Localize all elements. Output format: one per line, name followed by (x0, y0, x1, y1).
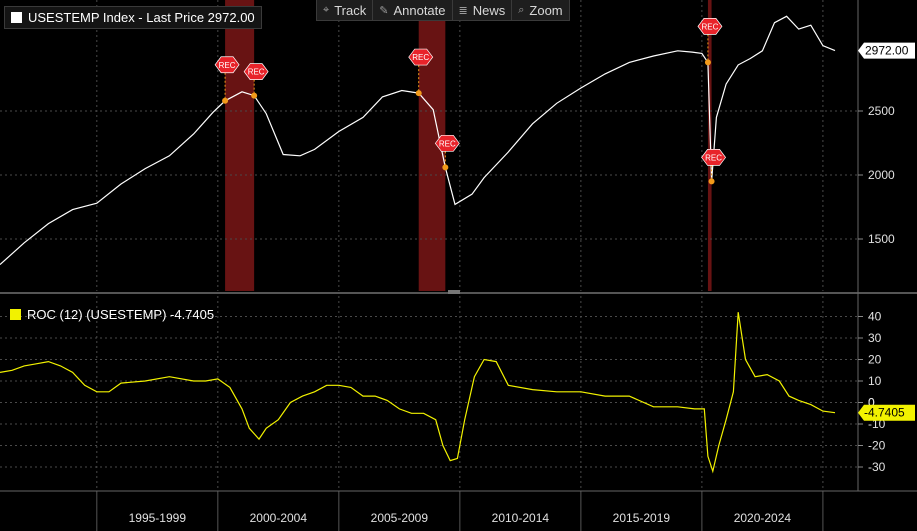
roc-legend-swatch (10, 309, 21, 320)
x-axis-label: 2015-2019 (613, 511, 671, 525)
recession-band (225, 0, 255, 291)
roc-y-tick-label-zero: 0 (868, 396, 875, 410)
last-roc-flag (858, 404, 915, 421)
roc-y-tick-label: 0 (868, 396, 875, 410)
news-icon: ≣ (458, 4, 468, 17)
price-y-tick-label: 2500 (868, 104, 895, 118)
track-button[interactable]: ⌖ Track (317, 0, 374, 20)
zoom-button[interactable]: ⌕ Zoom (512, 0, 568, 20)
last-price-label: 2972.00 (865, 44, 909, 58)
recession-marker: REC (243, 63, 269, 80)
recession-marker-shape (697, 18, 723, 35)
recession-marker: REC (697, 18, 723, 35)
recession-bands (225, 0, 712, 291)
recession-marker: REC (214, 56, 240, 74)
recession-marker-shape (243, 63, 269, 80)
recession-band (707, 0, 712, 291)
x-axis-label: 2020-2024 (734, 511, 792, 525)
price-y-tick-label: 1500 (868, 232, 895, 246)
panel-resize-handle (448, 290, 460, 294)
recession-marker: REC (701, 149, 727, 166)
roc-panel (0, 312, 836, 474)
price-y-tick-label: 2000 (868, 168, 895, 182)
recession-marker-label: REC (248, 68, 265, 77)
roc-legend[interactable]: ROC (12) (USESTEMP) -4.7405 (4, 304, 220, 325)
recession-point (442, 164, 449, 171)
annotate-button[interactable]: ✎ Annotate (373, 0, 453, 20)
recession-marker: REC (434, 134, 460, 152)
recession-point (708, 178, 715, 185)
crosshair-icon: ⌖ (323, 3, 330, 16)
recession-point (222, 97, 229, 104)
news-label: News (472, 2, 506, 18)
roc-legend-text: ROC (12) (USESTEMP) -4.7405 (27, 307, 215, 322)
recession-point (704, 59, 711, 66)
roc-y-tick-label: 20 (868, 353, 882, 367)
recession-marker-shape (434, 134, 460, 152)
x-axis-label: 1995-1999 (129, 511, 187, 525)
roc-series-line (0, 312, 836, 474)
zoom-label: Zoom (529, 2, 563, 18)
x-axis-label: 2005-2009 (371, 511, 429, 525)
roc-y-tick-label: 30 (868, 331, 882, 345)
recession-marker: REC (408, 48, 434, 66)
roc-y-tick-label: -20 (868, 439, 886, 453)
recession-marker-shape (701, 149, 727, 166)
grid-lines (0, 0, 858, 531)
recession-marker-label: REC (439, 139, 456, 148)
price-legend[interactable]: USESTEMP Index - Last Price 2972.00 (4, 6, 262, 29)
roc-y-tick-label: -30 (868, 460, 886, 474)
annotate-label: Annotate (393, 2, 446, 18)
recession-point (251, 92, 258, 99)
x-axis-label: 2010-2014 (492, 511, 550, 525)
recession-marker-label: REC (219, 61, 236, 70)
news-button[interactable]: ≣ News (453, 0, 513, 20)
price-series-line (0, 15, 836, 266)
roc-y-tick-label: 10 (868, 374, 882, 388)
recession-marker-label: REC (701, 22, 718, 31)
roc-y-tick-label: 40 (868, 310, 882, 324)
last-price-flag (858, 42, 915, 59)
recession-point (415, 90, 422, 97)
recession-marker-label: REC (412, 53, 429, 62)
track-label: Track (334, 2, 367, 18)
chart-toolbar: ⌖ Track ✎ Annotate ≣ News ⌕ Zoom (316, 0, 570, 21)
last-roc-label: -4.7405 (864, 406, 905, 420)
price-panel: REC REC REC REC REC REC (0, 15, 836, 266)
price-legend-swatch (11, 12, 22, 23)
recession-marker-shape (214, 56, 240, 74)
magnifier-icon: ⌕ (518, 3, 525, 16)
recession-marker-shape (408, 48, 434, 66)
recession-marker-label: REC (705, 153, 722, 162)
x-axis-label: 2000-2004 (250, 511, 308, 525)
pencil-icon: ✎ (379, 4, 389, 17)
price-legend-text: USESTEMP Index - Last Price 2972.00 (28, 10, 255, 25)
